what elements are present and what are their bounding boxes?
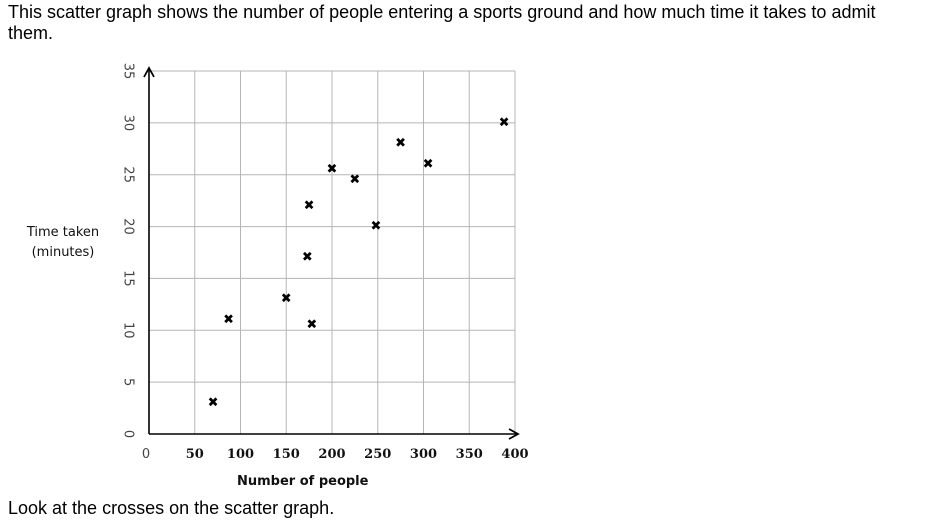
data-point-cross: ✖ — [281, 292, 292, 307]
y-tick-label: 25 — [121, 166, 136, 183]
x-tick-label: 350 — [456, 447, 483, 462]
data-point-cross: ✖ — [302, 250, 313, 265]
footer-text: Look at the crosses on the scatter graph… — [8, 498, 335, 518]
y-tick-labels: 0 5 10 15 20 25 30 35 — [120, 63, 135, 438]
x-axis-arrow-icon — [508, 428, 520, 440]
data-point-cross: ✖ — [208, 395, 219, 410]
y-tick-label: 10 — [121, 322, 136, 339]
x-tick-label: 100 — [227, 447, 254, 462]
y-axis-arrow-icon — [143, 66, 155, 78]
x-tick-label: 250 — [364, 447, 391, 462]
x-tick-label: 200 — [318, 447, 345, 462]
x-tick-label: 300 — [410, 447, 437, 462]
x-tick-label: 0 — [142, 447, 150, 462]
data-point-cross: ✖ — [370, 219, 381, 234]
y-tick-label: 35 — [121, 63, 136, 80]
y-tick-label: 30 — [120, 115, 135, 132]
y-axis-label-line: (minutes) — [32, 245, 95, 260]
data-point-cross: ✖ — [327, 162, 338, 177]
x-axis-label: Number of people — [237, 474, 369, 489]
data-point-cross: ✖ — [423, 157, 434, 172]
y-tick-label: 0 — [121, 430, 136, 438]
chart-grid — [149, 70, 516, 434]
y-tick-label: 20 — [121, 218, 136, 235]
x-tick-label: 50 — [186, 447, 204, 462]
data-point-cross: ✖ — [349, 172, 360, 187]
x-tick-label: 150 — [273, 447, 300, 462]
data-point-cross: ✖ — [306, 318, 317, 333]
chart-axes — [143, 66, 520, 440]
x-tick-label: 400 — [501, 447, 528, 462]
data-points: ✖ ✖ ✖ ✖ ✖ ✖ ✖ ✖ ✖ ✖ ✖ ✖ — [208, 115, 510, 410]
data-point-cross: ✖ — [223, 312, 234, 327]
data-point-cross: ✖ — [499, 115, 510, 130]
y-axis-label-line: Time taken — [26, 225, 99, 240]
y-tick-label: 5 — [121, 378, 136, 386]
y-axis-label: Time taken (minutes) — [26, 225, 99, 260]
data-point-cross: ✖ — [304, 198, 315, 213]
data-point-cross: ✖ — [395, 136, 406, 151]
x-tick-labels: 0 50 100 150 200 250 300 350 400 — [142, 447, 529, 462]
intro-text: This scatter graph shows the number of p… — [8, 2, 876, 43]
y-tick-label: 15 — [121, 270, 136, 287]
